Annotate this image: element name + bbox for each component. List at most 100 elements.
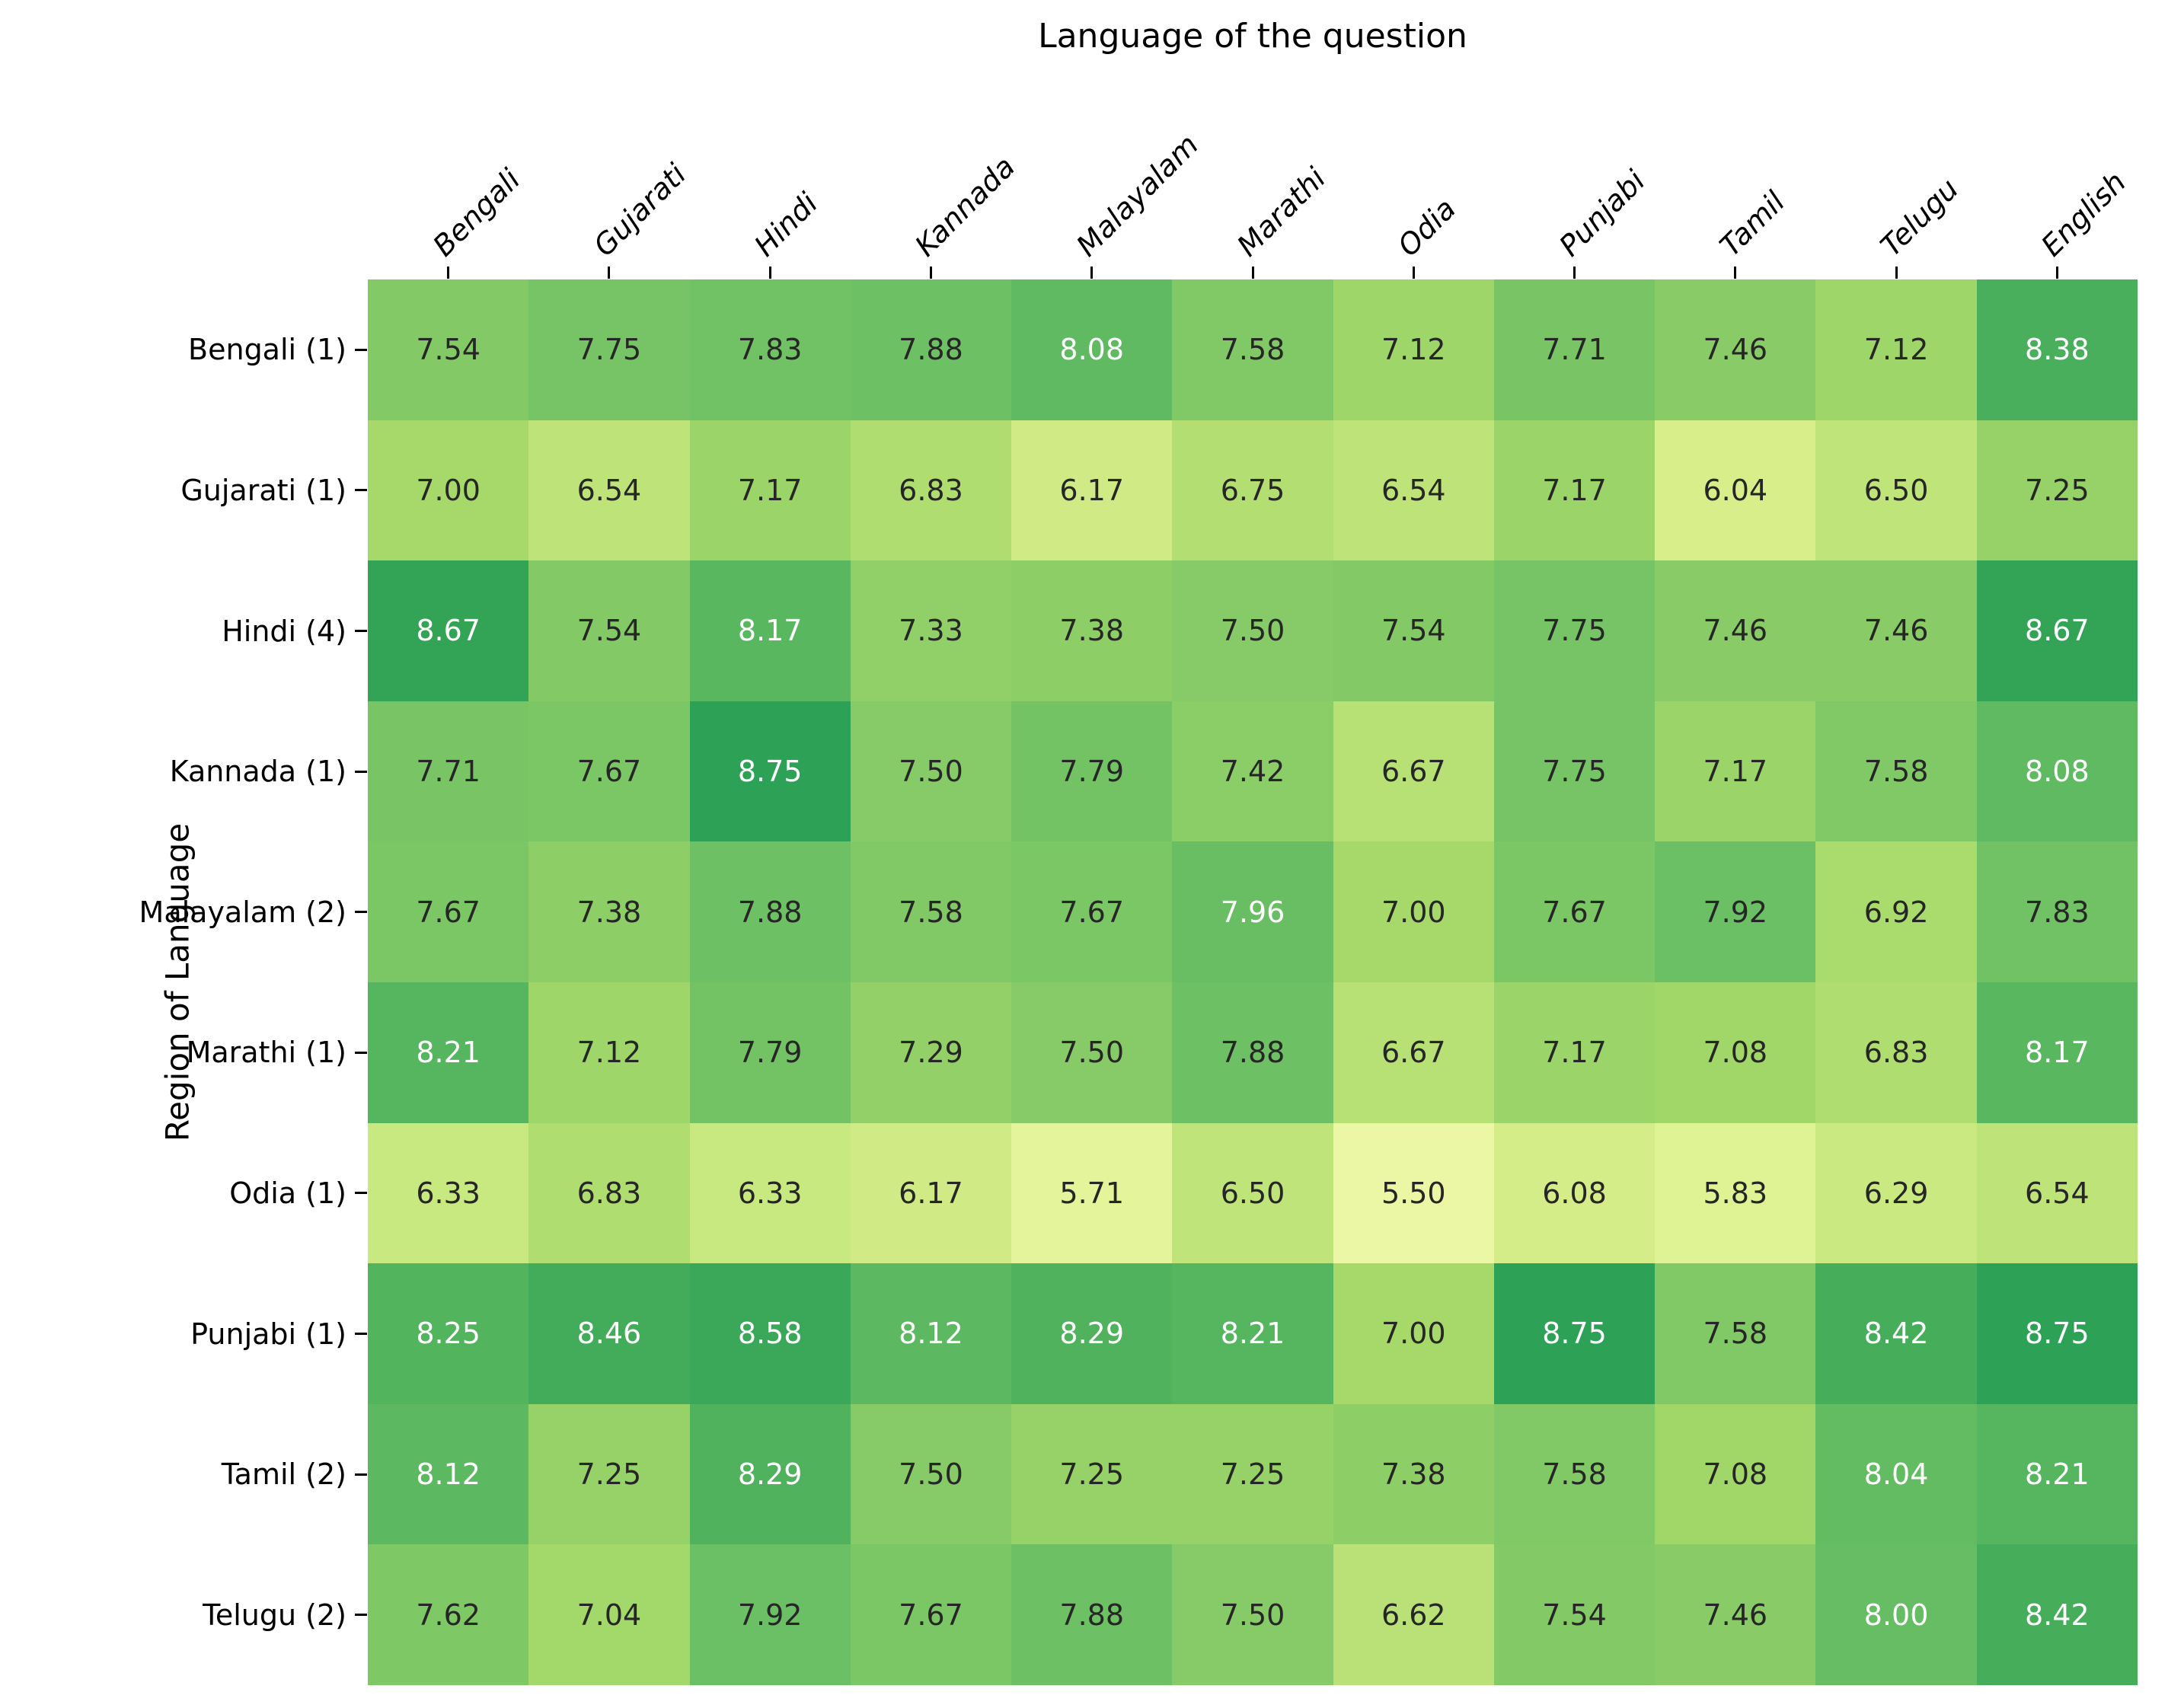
y-tick bbox=[355, 630, 367, 632]
heatmap-cell: 7.67 bbox=[368, 841, 529, 982]
x-tick-label: Bengali bbox=[426, 162, 527, 263]
cell-value: 7.42 bbox=[1220, 755, 1285, 789]
heatmap-cell: 7.54 bbox=[1493, 1544, 1656, 1685]
cell-value: 7.25 bbox=[1059, 1457, 1125, 1492]
heatmap-cell: 7.08 bbox=[1655, 982, 1816, 1123]
cell-value: 7.17 bbox=[1542, 473, 1607, 507]
cell-value: 7.67 bbox=[576, 755, 642, 789]
heatmap-cell: 8.21 bbox=[1172, 1263, 1333, 1404]
cell-value: 7.58 bbox=[899, 895, 963, 929]
cell-value: 7.54 bbox=[576, 614, 642, 648]
heatmap-cell: 7.62 bbox=[368, 1544, 529, 1685]
heatmap-cell: 8.46 bbox=[528, 1263, 690, 1404]
heatmap-cell: 6.17 bbox=[850, 1122, 1012, 1264]
heatmap-cell: 7.54 bbox=[528, 560, 690, 701]
cell-value: 7.29 bbox=[899, 1036, 963, 1070]
cell-value: 7.12 bbox=[1863, 333, 1929, 367]
heatmap-cell: 7.46 bbox=[1655, 560, 1816, 701]
cell-value: 6.33 bbox=[416, 1176, 481, 1210]
cell-value: 7.25 bbox=[2025, 473, 2090, 507]
cell-value: 5.83 bbox=[1703, 1176, 1768, 1210]
cell-value: 7.25 bbox=[1220, 1457, 1285, 1492]
heatmap-cell: 7.50 bbox=[1011, 982, 1173, 1123]
cell-value: 8.75 bbox=[1542, 1317, 1607, 1351]
heatmap-cell: 7.25 bbox=[1172, 1403, 1333, 1545]
cell-value: 7.50 bbox=[1220, 1598, 1285, 1632]
heatmap-cell: 6.54 bbox=[1333, 420, 1494, 561]
cell-value: 7.58 bbox=[1542, 1457, 1607, 1492]
heatmap-cell: 6.67 bbox=[1333, 982, 1494, 1123]
cell-value: 5.71 bbox=[1059, 1176, 1125, 1210]
x-tick-label: Hindi bbox=[748, 186, 825, 263]
heatmap-cell: 7.58 bbox=[1172, 279, 1333, 420]
heatmap-cell: 6.54 bbox=[528, 420, 690, 561]
y-tick bbox=[355, 489, 367, 492]
y-tick-label: Malayalam (2) bbox=[139, 895, 346, 929]
cell-value: 7.50 bbox=[899, 755, 963, 789]
cell-value: 6.83 bbox=[1863, 1036, 1929, 1070]
cell-value: 7.88 bbox=[899, 333, 963, 367]
heatmap-cell: 8.42 bbox=[1815, 1263, 1977, 1404]
cell-value: 7.71 bbox=[416, 755, 481, 789]
cell-value: 7.17 bbox=[737, 473, 803, 507]
heatmap-cell: 7.17 bbox=[1655, 701, 1816, 842]
cell-value: 6.50 bbox=[1220, 1176, 1285, 1210]
cell-value: 8.00 bbox=[1863, 1598, 1929, 1632]
cell-value: 7.83 bbox=[737, 333, 803, 367]
y-tick bbox=[355, 1051, 367, 1054]
heatmap-cell: 8.17 bbox=[1976, 982, 2138, 1123]
cell-value: 6.67 bbox=[1381, 1036, 1446, 1070]
y-tick bbox=[355, 1192, 367, 1195]
cell-value: 7.38 bbox=[576, 895, 642, 929]
heatmap-cell: 8.21 bbox=[1976, 1403, 2138, 1545]
heatmap-cell: 7.67 bbox=[1493, 841, 1656, 982]
cell-value: 7.25 bbox=[576, 1457, 642, 1492]
heatmap-cell: 6.33 bbox=[368, 1122, 529, 1264]
heatmap-cell: 7.00 bbox=[368, 420, 529, 561]
heatmap-cell: 6.33 bbox=[689, 1122, 851, 1264]
cell-value: 7.54 bbox=[1381, 614, 1446, 648]
cell-value: 7.00 bbox=[416, 473, 481, 507]
heatmap-cell: 8.75 bbox=[1493, 1263, 1656, 1404]
heatmap-cell: 8.12 bbox=[850, 1263, 1012, 1404]
heatmap-cell: 6.54 bbox=[1976, 1122, 2138, 1264]
heatmap-cell: 7.25 bbox=[1976, 420, 2138, 561]
cell-value: 7.08 bbox=[1703, 1036, 1768, 1070]
heatmap-cell: 7.50 bbox=[1172, 560, 1333, 701]
heatmap-cell: 7.58 bbox=[1815, 701, 1977, 842]
cell-value: 7.00 bbox=[1381, 895, 1446, 929]
cell-value: 7.58 bbox=[1863, 755, 1929, 789]
cell-value: 7.67 bbox=[1059, 895, 1125, 929]
cell-value: 7.54 bbox=[416, 333, 481, 367]
cell-value: 7.46 bbox=[1703, 1598, 1768, 1632]
cell-value: 7.04 bbox=[576, 1598, 642, 1632]
heatmap-cell: 7.46 bbox=[1815, 560, 1977, 701]
heatmap-cell: 8.21 bbox=[368, 982, 529, 1123]
y-tick bbox=[355, 911, 367, 914]
x-tick bbox=[768, 267, 771, 279]
cell-value: 8.21 bbox=[1220, 1317, 1285, 1351]
heatmap-cell: 7.92 bbox=[689, 1544, 851, 1685]
x-tick bbox=[1251, 267, 1254, 279]
heatmap-cell: 8.42 bbox=[1976, 1544, 2138, 1685]
heatmap-cell: 6.83 bbox=[850, 420, 1012, 561]
x-tick-label: Marathi bbox=[1231, 161, 1333, 263]
heatmap-cell: 7.71 bbox=[368, 701, 529, 842]
cell-value: 7.00 bbox=[1381, 1317, 1446, 1351]
x-tick-label: Tamil bbox=[1713, 184, 1792, 263]
heatmap-cell: 8.25 bbox=[368, 1263, 529, 1404]
heatmap-cell: 7.46 bbox=[1655, 279, 1816, 420]
heatmap-cell: 7.83 bbox=[689, 279, 851, 420]
cell-value: 8.25 bbox=[416, 1317, 481, 1351]
x-tick-label: Gujarati bbox=[586, 157, 693, 263]
heatmap-grid: 7.54 7.75 7.83 7.88 8.08 7.58 7.12 7.71 7.46 7.12… bbox=[368, 279, 2138, 1685]
heatmap-cell: 7.17 bbox=[1493, 982, 1656, 1123]
heatmap-cell: 8.17 bbox=[689, 560, 851, 701]
cell-value: 7.50 bbox=[1059, 1036, 1125, 1070]
cell-value: 6.54 bbox=[576, 473, 642, 507]
cell-value: 8.46 bbox=[576, 1317, 642, 1351]
cell-value: 8.21 bbox=[2025, 1457, 2090, 1492]
x-tick bbox=[1412, 267, 1415, 279]
y-tick bbox=[355, 1473, 367, 1476]
heatmap-cell: 8.75 bbox=[1976, 1263, 2138, 1404]
